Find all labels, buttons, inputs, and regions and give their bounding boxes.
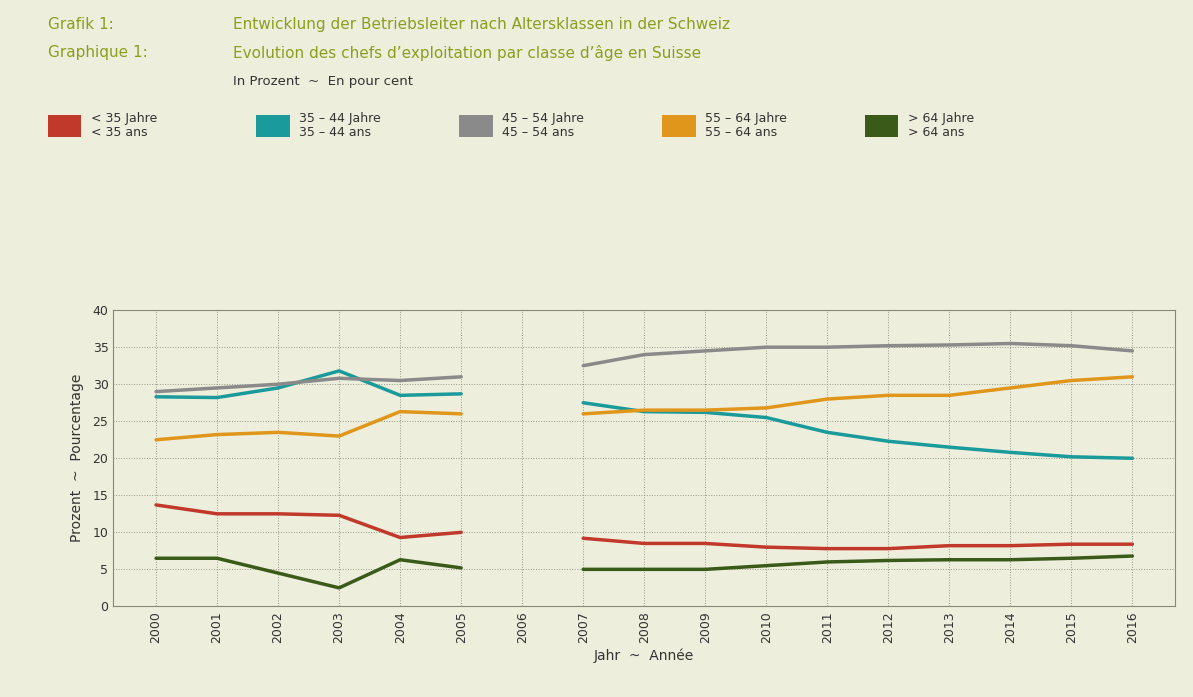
Text: < 35 Jahre: < 35 Jahre [91, 112, 157, 125]
Text: Evolution des chefs d’exploitation par classe d’âge en Suisse: Evolution des chefs d’exploitation par c… [233, 45, 700, 61]
Text: Graphique 1:: Graphique 1: [48, 45, 148, 61]
Y-axis label: Prozent  ~  Pourcentage: Prozent ~ Pourcentage [70, 374, 85, 542]
Text: < 35 ans: < 35 ans [91, 126, 147, 139]
Text: Entwicklung der Betriebsleiter nach Altersklassen in der Schweiz: Entwicklung der Betriebsleiter nach Alte… [233, 17, 730, 33]
Text: Grafik 1:: Grafik 1: [48, 17, 113, 33]
Text: 55 – 64 Jahre: 55 – 64 Jahre [705, 112, 787, 125]
Text: > 64 ans: > 64 ans [908, 126, 964, 139]
X-axis label: Jahr  ~  Année: Jahr ~ Année [594, 649, 694, 663]
Text: 45 – 54 Jahre: 45 – 54 Jahre [502, 112, 585, 125]
Text: 35 – 44 Jahre: 35 – 44 Jahre [299, 112, 382, 125]
Text: 55 – 64 ans: 55 – 64 ans [705, 126, 777, 139]
Text: > 64 Jahre: > 64 Jahre [908, 112, 973, 125]
Text: 45 – 54 ans: 45 – 54 ans [502, 126, 574, 139]
Text: In Prozent  ~  En pour cent: In Prozent ~ En pour cent [233, 75, 413, 88]
Text: 35 – 44 ans: 35 – 44 ans [299, 126, 371, 139]
